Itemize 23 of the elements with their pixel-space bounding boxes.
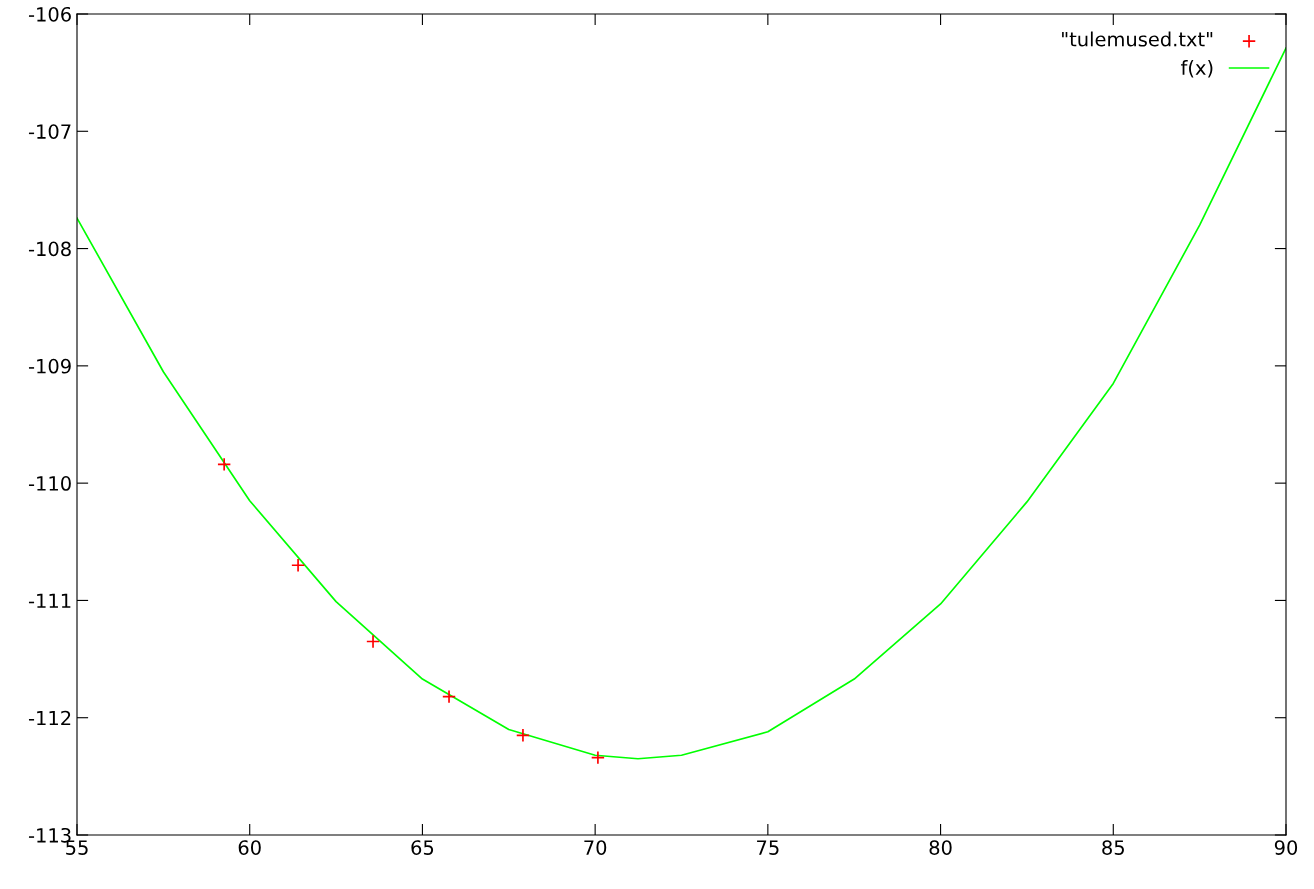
x-tick-label: 65 (411, 840, 434, 855)
x-tick-label: 85 (1102, 840, 1124, 855)
point (217, 457, 232, 472)
x-tick-label: 90 (1274, 840, 1298, 855)
y-tick-label: -110 (28, 476, 71, 491)
x-tick-label: 80 (929, 840, 952, 855)
point (590, 750, 605, 765)
point (291, 558, 306, 573)
y-tick-label: -108 (28, 241, 71, 257)
legend-label: "tulemused.txt" (1062, 31, 1213, 47)
y-tick-label: -107 (28, 124, 71, 139)
y-tick-label: -109 (28, 358, 71, 374)
y-tick-label: -111 (28, 593, 71, 608)
x-tick-label: 60 (238, 840, 261, 855)
line-series (77, 47, 1286, 760)
legend-label: f(x) (1180, 60, 1213, 78)
point (365, 634, 381, 649)
point (515, 728, 530, 743)
y-tick-label: -106 (28, 6, 71, 22)
x-tick-label: 70 (584, 840, 607, 855)
point (441, 689, 457, 704)
y-tick-label: -112 (28, 710, 71, 726)
x-tick-label: 75 (757, 840, 779, 855)
